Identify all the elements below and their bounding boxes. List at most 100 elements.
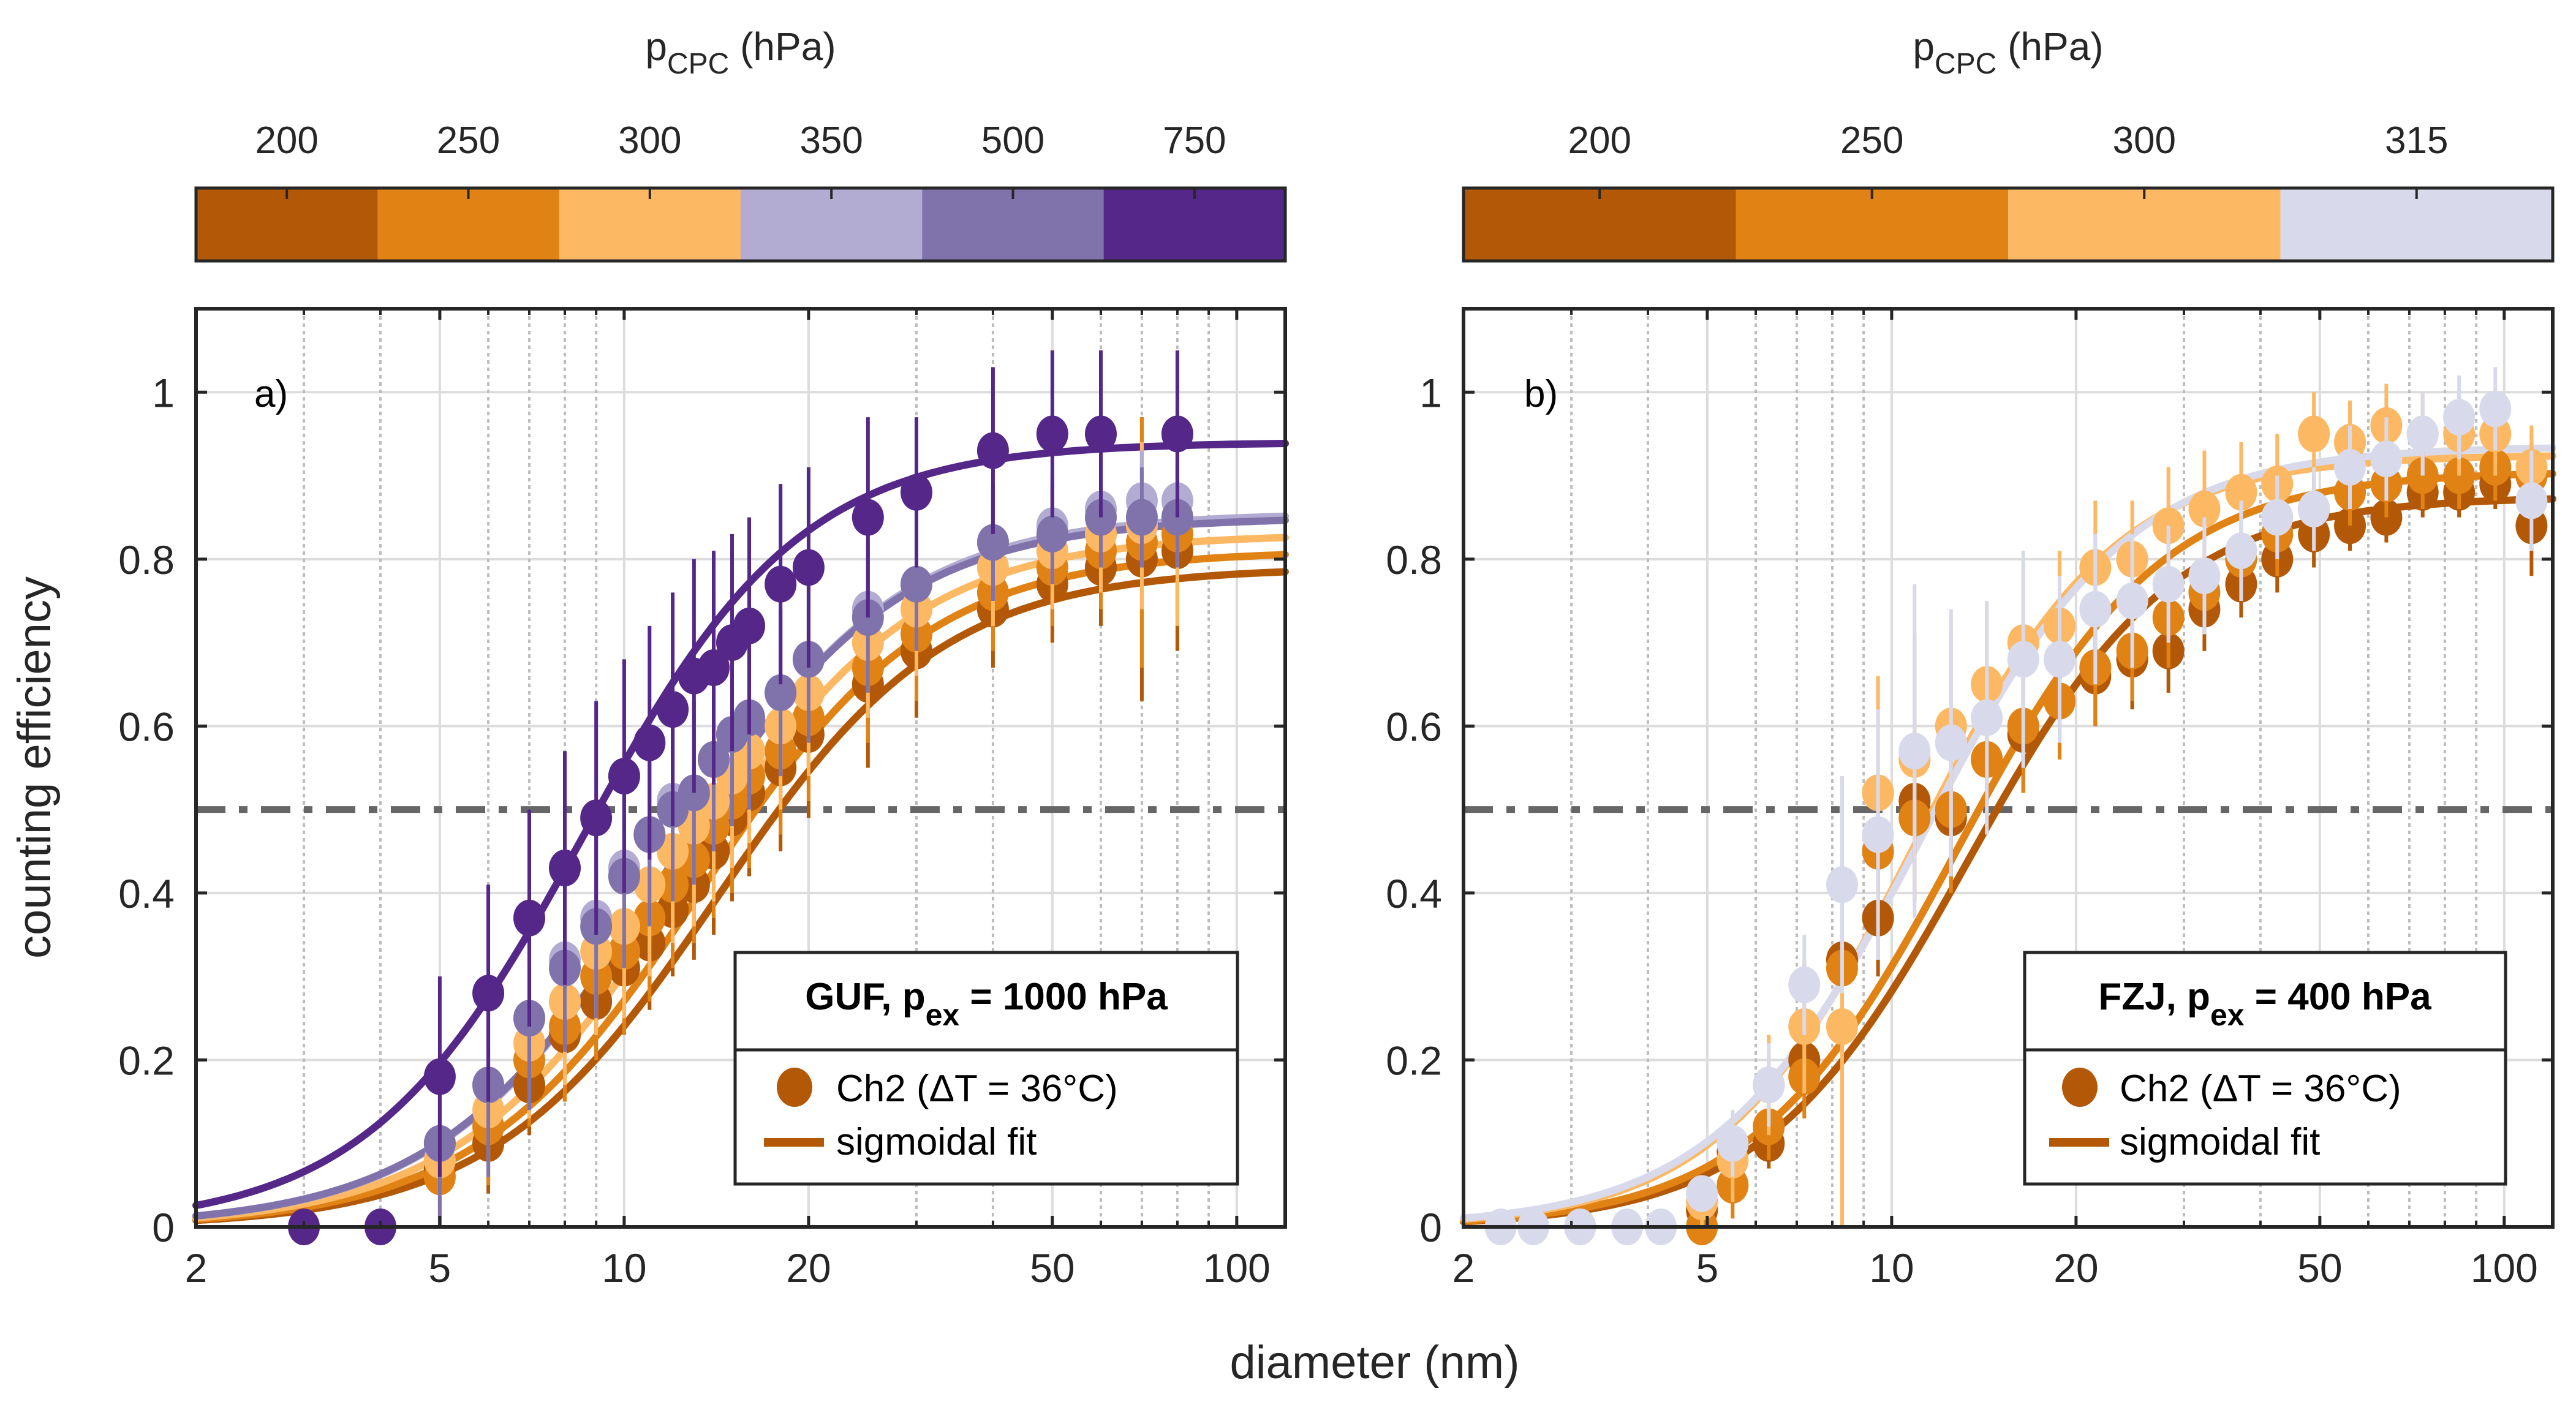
y-tick-labels-b: 0 0.2 0.4 0.6 0.8 1 (1386, 370, 1442, 1250)
data-point (1036, 415, 1068, 453)
colorbar-b-title: pCPC (hPa) (1913, 25, 2103, 80)
colorbar-segment (2280, 188, 2553, 261)
x-tick-label: 10 (1869, 1245, 1914, 1291)
y-tick-label: 0.8 (118, 537, 175, 583)
data-point (792, 549, 825, 586)
data-point (2044, 641, 2076, 678)
y-tick-label: 0.4 (1386, 871, 1442, 916)
colorbar-segment (1736, 188, 2009, 261)
y-tick-label: 0.6 (118, 704, 175, 749)
x-tick-label: 10 (602, 1245, 646, 1291)
y-tick-label: 0.8 (1386, 537, 1442, 583)
data-point (2443, 399, 2476, 436)
data-point (2188, 491, 2221, 528)
colorbar-tick-label: 250 (1840, 119, 1903, 162)
colorbar-segment (2008, 188, 2281, 261)
x-axis-label: diameter (nm) (1230, 1337, 1520, 1389)
x-tick-label: 100 (2471, 1245, 2538, 1291)
axes-frame (194, 307, 1287, 1229)
colorbar-segment (741, 188, 923, 261)
colorbar-segment (922, 188, 1105, 261)
data-point (2406, 415, 2439, 453)
x-tick-label: 100 (1203, 1245, 1271, 1291)
legend-b-marker-label: Ch2 (ΔT = 36°C) (2120, 1068, 2401, 1110)
colorbar-tick-label: 750 (1163, 119, 1226, 162)
y-tick-label: 0 (1419, 1205, 1442, 1250)
axes-b: 2 5 10 20 50 100 0 0.2 0.4 0.6 0.8 1 b) (1386, 307, 2556, 1291)
data-point (698, 649, 730, 686)
panel-label-a: a) (254, 373, 288, 415)
x-tick-label: 2 (1452, 1245, 1475, 1291)
x-tick-label: 50 (1030, 1245, 1075, 1291)
axes-frame-a (194, 307, 1287, 1229)
legend-a-marker-label: Ch2 (ΔT = 36°C) (836, 1068, 1118, 1110)
colorbar-b: 200 250 300 315 pCPC (hPa) (1462, 25, 2555, 263)
colorbar-tick-label: 500 (981, 119, 1044, 162)
data-point (633, 724, 666, 761)
colorbar-a-segments (194, 186, 1287, 263)
colorbar-a-tick-labels: 200 250 300 350 500 750 (255, 119, 1226, 162)
data-point (2298, 491, 2330, 528)
y-tick-label: 0.2 (1386, 1038, 1442, 1083)
y-tick-label: 0 (152, 1205, 175, 1250)
y-tick-label: 1 (1419, 370, 1442, 415)
colorbar-a-title: pCPC (hPa) (645, 25, 836, 80)
legend-b: FZJ, pex = 400 hPa Ch2 (ΔT = 36°C) sigmo… (2023, 951, 2507, 1186)
x-tick-label: 2 (185, 1245, 208, 1291)
data-point (549, 850, 581, 887)
data-point (1826, 1008, 1858, 1045)
data-point (1826, 866, 1858, 903)
data-point (2515, 482, 2548, 519)
axes-frame-b (1462, 307, 2555, 1229)
colorbar-tick-label: 250 (437, 119, 500, 162)
legend-b-line-label: sigmoidal fit (2120, 1121, 2320, 1163)
colorbar-b-tick-labels: 200 250 300 315 (1568, 119, 2449, 162)
data-point (513, 899, 546, 937)
data-point (2188, 557, 2221, 595)
data-point (2334, 448, 2366, 486)
data-point (1125, 499, 1158, 536)
x-tick-labels-b: 2 5 10 20 50 100 (1452, 1245, 2538, 1291)
data-point (733, 607, 766, 644)
data-point (2116, 582, 2148, 619)
colorbar-tick-label: 315 (2385, 119, 2448, 162)
data-point (1717, 1125, 1749, 1162)
data-point (608, 758, 640, 795)
data-point (1161, 415, 1193, 453)
data-point (852, 499, 884, 536)
x-tick-label: 20 (786, 1245, 831, 1291)
data-point (976, 524, 1009, 561)
data-point (423, 1058, 456, 1095)
data-point (976, 432, 1009, 469)
panel-label-b: b) (1524, 373, 1558, 415)
y-tick-label: 0.2 (118, 1038, 175, 1083)
colorbar-frame (1462, 186, 2555, 263)
data-point (765, 565, 797, 603)
colorbar-segment (1464, 188, 1736, 261)
axes-a: 2 5 10 20 50 100 0 0.2 0.4 0.6 0.8 1 a) (118, 307, 1289, 1291)
y-axis-label: counting efficiency (9, 576, 61, 959)
legend-b-title: FZJ, pex = 400 hPa (2098, 976, 2431, 1032)
colorbar-tick-label: 350 (799, 119, 863, 162)
data-point (2225, 532, 2257, 570)
legend-a-title: GUF, pex = 1000 hPa (805, 976, 1168, 1032)
data-point (580, 799, 613, 837)
data-point (1788, 966, 1821, 1003)
data-point (2007, 641, 2039, 678)
colorbar-segment (1103, 188, 1286, 261)
data-point (2225, 473, 2257, 511)
legend-a: GUF, pex = 1000 hPa Ch2 (ΔT = 36°C) sigm… (733, 951, 1239, 1186)
x-tick-label: 5 (1696, 1245, 1719, 1291)
colorbar-segment (559, 188, 741, 261)
data-point (2261, 499, 2294, 536)
x-tick-labels-a: 2 5 10 20 50 100 (185, 1245, 1271, 1291)
data-point (2370, 440, 2403, 478)
colorbar-tick-label: 200 (255, 119, 318, 162)
legend-a-line-label: sigmoidal fit (836, 1121, 1037, 1163)
colorbar-tick-label: 300 (618, 119, 681, 162)
data-point (2298, 415, 2330, 453)
data-point (900, 473, 932, 511)
colorbar-tick-label: 300 (2113, 119, 2176, 162)
data-points-b (1484, 367, 2548, 1245)
axes-frame (1462, 307, 2555, 1229)
